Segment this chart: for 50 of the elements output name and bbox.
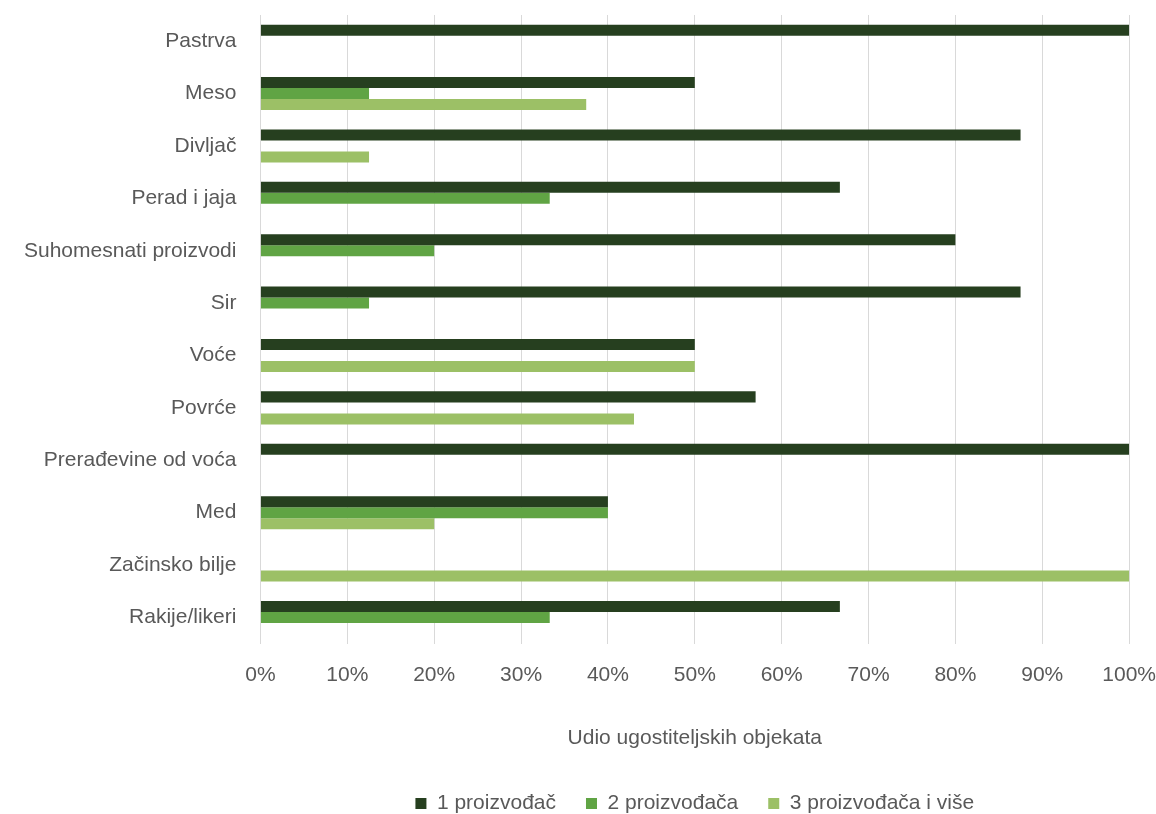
y-tick-label: Prerađevine od voća — [43, 447, 237, 471]
bar — [260, 151, 370, 163]
y-tick-label: Začinsko bilje — [109, 551, 237, 575]
bar — [260, 600, 840, 612]
x-tick-label: 60% — [760, 662, 803, 685]
bar — [260, 413, 634, 425]
x-tick-label: 30% — [500, 662, 543, 685]
y-tick-label: Povrće — [171, 394, 237, 418]
y-tick-label: Perad i jaja — [131, 185, 237, 209]
bar — [260, 518, 435, 530]
x-tick-label: 40% — [586, 662, 629, 685]
x-axis-title: Udio ugostiteljskih objekata — [567, 725, 823, 749]
bar — [260, 507, 608, 519]
bar — [260, 192, 550, 204]
x-tick-label: 70% — [847, 662, 890, 685]
legend-label: 3 proizvođača i više — [789, 790, 975, 814]
bar — [260, 443, 1130, 455]
bar — [260, 129, 1021, 141]
x-tick-label: 0% — [245, 662, 276, 685]
bar — [260, 360, 695, 372]
bar — [260, 234, 956, 246]
x-tick-label: 90% — [1021, 662, 1064, 685]
bar — [260, 496, 608, 508]
bar — [260, 297, 370, 309]
y-tick-label: Sir — [210, 289, 237, 313]
y-tick-label: Voće — [189, 342, 237, 366]
y-tick-label: Rakije/likeri — [129, 604, 237, 628]
bar — [260, 88, 370, 100]
x-tick-label: 20% — [413, 662, 456, 685]
bar — [260, 24, 1130, 36]
y-tick-label: Pastrva — [165, 27, 237, 51]
bar — [260, 181, 840, 193]
bar — [260, 286, 1021, 298]
bar — [260, 77, 695, 89]
bar — [260, 611, 550, 623]
bar — [260, 570, 1130, 582]
bar — [260, 391, 756, 403]
legend-label: 2 proizvođača — [607, 790, 739, 814]
bar — [260, 99, 587, 111]
bar — [260, 338, 695, 350]
y-tick-label: Med — [195, 499, 237, 523]
x-tick-label: 100% — [1102, 662, 1156, 685]
bar — [260, 245, 435, 257]
x-tick-label: 50% — [673, 662, 716, 685]
x-tick-label: 10% — [326, 662, 369, 685]
legend-label: 1 proizvođač — [436, 790, 556, 814]
x-tick-label: 80% — [934, 662, 977, 685]
y-tick-label: Suhomesnati proizvodi — [24, 237, 237, 261]
y-tick-label: Divljač — [174, 132, 237, 156]
y-tick-label: Meso — [185, 80, 237, 104]
